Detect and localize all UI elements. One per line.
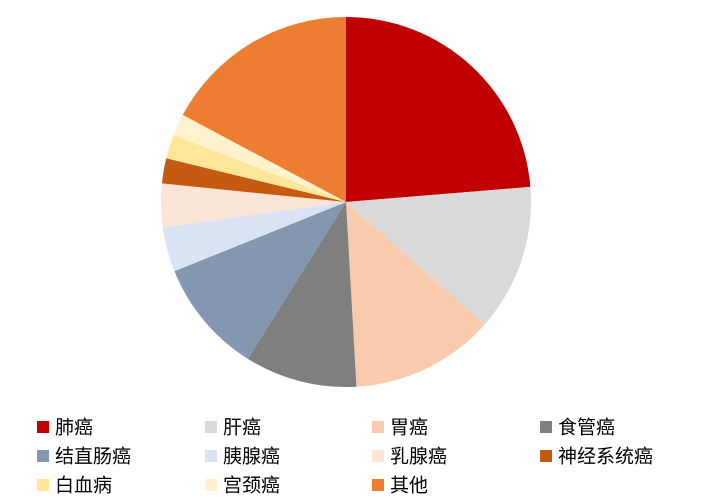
pie-slice [346,202,485,387]
pie-slice [161,158,346,202]
legend-swatch [372,450,384,462]
pie-slice [247,202,357,387]
legend-label: 胰腺癌 [223,446,280,468]
legend-label: 结直肠癌 [55,446,131,468]
pie-slice [346,186,531,325]
legend-label: 肺癌 [55,417,93,439]
pie-slice [346,17,531,202]
legend-label: 神经系统癌 [558,446,653,468]
pie-slice [162,202,346,272]
legend-swatch [37,479,49,491]
legend-label: 乳腺癌 [390,446,447,468]
legend-swatch [540,421,552,433]
legend-label: 胃癌 [390,417,428,439]
pie-slice [174,202,346,359]
legend-swatch [37,421,49,433]
legend-swatch [205,479,217,491]
legend-label: 肝癌 [223,417,261,439]
pie-slice [161,183,346,228]
pie-slice [173,114,346,202]
legend-swatch [372,421,384,433]
legend-label: 食管癌 [558,417,615,439]
pie-slice [166,134,346,202]
legend-swatch [540,450,552,462]
legend-label: 宫颈癌 [223,475,280,497]
legend-swatch [205,450,217,462]
legend-swatch [372,479,384,491]
legend-label: 其他 [390,475,428,497]
legend-label: 白血病 [55,475,112,497]
legend-swatch [205,421,217,433]
pie-slice [182,17,346,202]
legend-swatch [37,450,49,462]
